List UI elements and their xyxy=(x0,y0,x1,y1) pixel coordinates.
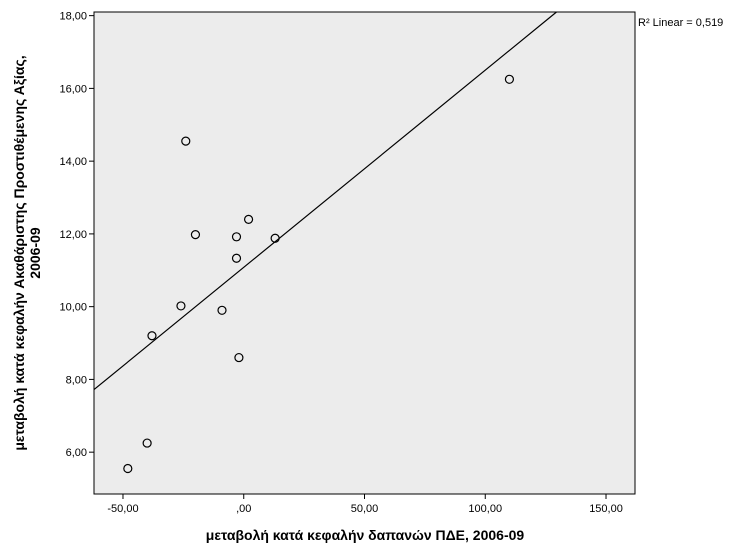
data-point xyxy=(147,331,157,341)
data-point xyxy=(217,305,227,315)
y-tick-label: 8,00 xyxy=(66,374,87,386)
y-tick-label: 16,00 xyxy=(59,83,87,95)
data-point xyxy=(123,463,133,474)
data-point xyxy=(504,74,515,84)
data-point xyxy=(190,230,201,240)
y-tick-label: 6,00 xyxy=(66,447,87,459)
data-point xyxy=(270,233,280,243)
x-tick-label: 150,00 xyxy=(589,503,623,515)
plot-area xyxy=(93,11,636,495)
data-point xyxy=(181,136,191,146)
data-point xyxy=(231,232,242,242)
data-point xyxy=(243,214,254,224)
data-point xyxy=(234,352,244,363)
y-tick-label: 18,00 xyxy=(59,11,87,23)
x-tick-label: 50,00 xyxy=(351,503,379,515)
data-point xyxy=(176,301,186,311)
y-axis-title-line1: μεταβολή κατά κεφαλήν Ακαθάριστης Προστι… xyxy=(11,55,27,450)
data-point xyxy=(231,253,242,263)
data-point xyxy=(142,438,152,448)
fit-line xyxy=(93,11,557,391)
y-tick-label: 14,00 xyxy=(59,156,87,168)
r-squared-label: R² Linear = 0,519 xyxy=(638,17,723,29)
y-tick-label: 12,00 xyxy=(59,229,87,241)
x-tick-label: 100,00 xyxy=(468,503,502,515)
x-tick-label: -50,00 xyxy=(107,503,138,515)
y-axis-title-line2: 2006-09 xyxy=(27,227,43,279)
x-tick-label: ,00 xyxy=(236,503,251,515)
x-axis-title: μεταβολή κατά κεφαλήν δαπανών ΠΔΕ, 2006-… xyxy=(206,527,525,543)
y-tick-label: 10,00 xyxy=(59,302,87,314)
